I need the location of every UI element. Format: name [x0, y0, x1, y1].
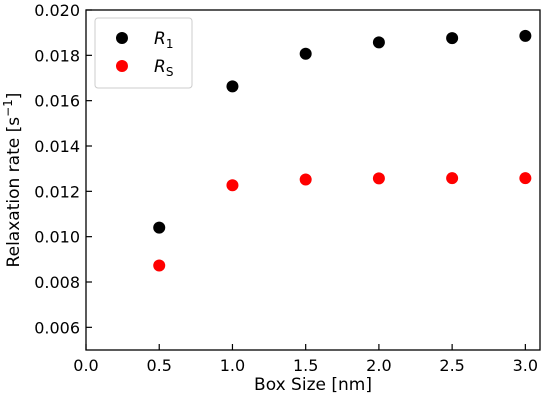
- y-axis-label-superscript: −1: [1, 99, 15, 117]
- data-point-rs: [372, 172, 385, 185]
- y-tick-label: 0.016: [34, 92, 80, 111]
- y-axis-label-close: ]: [4, 93, 24, 100]
- y-tick-label: 0.020: [34, 1, 80, 20]
- x-tick-label: 0.5: [146, 356, 171, 375]
- data-point-r1: [153, 221, 166, 234]
- x-tick-label: 2.5: [439, 356, 464, 375]
- data-point-r1: [446, 32, 459, 45]
- data-point-r1: [372, 36, 385, 49]
- x-tick-label: 0.0: [73, 356, 98, 375]
- legend-box: [94, 17, 193, 89]
- legend-label-r1: R1: [154, 29, 173, 51]
- data-point-rs: [446, 172, 459, 185]
- data-point-rs: [519, 172, 532, 185]
- legend-label-rs: RS: [154, 57, 173, 79]
- legend-label-rs-subscript: S: [166, 65, 174, 79]
- x-tick-label: 3.0: [513, 356, 538, 375]
- x-tick-label: 1.0: [220, 356, 245, 375]
- y-tick-label: 0.012: [34, 182, 80, 201]
- data-point-rs: [153, 259, 166, 272]
- legend-label-rs-base: R: [154, 57, 166, 77]
- x-tick-label: 2.0: [366, 356, 391, 375]
- legend-marker-r1: [116, 32, 128, 44]
- legend: R1 RS: [94, 17, 193, 89]
- data-point-rs: [299, 173, 312, 186]
- x-tick-label: 1.5: [293, 356, 318, 375]
- legend-marker-rs: [116, 60, 128, 72]
- y-tick-label: 0.006: [34, 318, 80, 337]
- axis-ticks: 0.0 0.5 1.0 1.5 2.0 2.5 3.0 0.006 0.008 0.010 0.01…: [34, 1, 538, 375]
- y-tick-label: 0.008: [34, 273, 80, 292]
- data-point-rs: [226, 179, 239, 192]
- data-points: [153, 29, 532, 272]
- data-point-r1: [299, 47, 312, 60]
- y-axis-label: Relaxation rate [s−1]: [1, 93, 24, 268]
- x-axis-label: Box Size [nm]: [254, 375, 372, 395]
- y-tick-label: 0.018: [34, 46, 80, 65]
- y-axis-label-text: Relaxation rate [s: [4, 117, 24, 268]
- y-tick-label: 0.014: [34, 137, 80, 156]
- y-tick-label: 0.010: [34, 228, 80, 247]
- legend-label-r1-subscript: 1: [166, 37, 174, 51]
- plot-frame: [85, 9, 541, 351]
- legend-label-r1-base: R: [154, 29, 166, 49]
- data-point-r1: [519, 29, 532, 42]
- data-point-r1: [226, 80, 239, 93]
